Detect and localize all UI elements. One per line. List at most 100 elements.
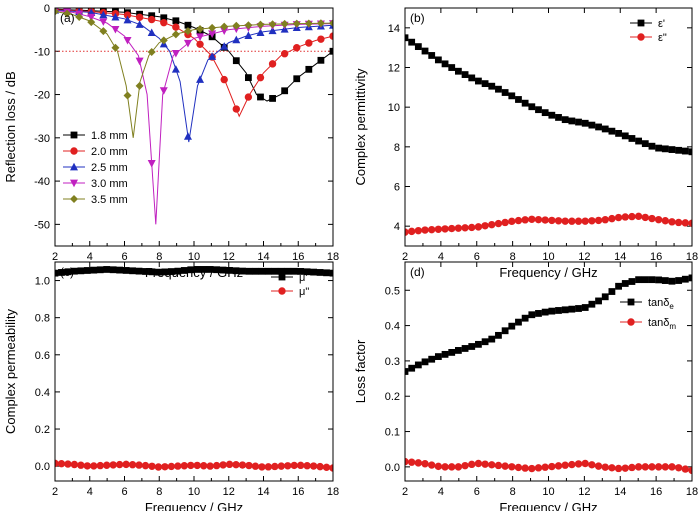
data-point xyxy=(167,268,175,275)
data-point xyxy=(554,462,563,470)
data-point xyxy=(528,103,536,111)
data-point xyxy=(116,266,124,274)
data-point xyxy=(675,146,683,154)
data-point xyxy=(199,462,208,470)
data-point xyxy=(147,48,156,57)
legend-label: μ' xyxy=(299,272,307,284)
y-tick-label: 1.0 xyxy=(35,276,50,288)
data-point xyxy=(634,212,643,221)
data-point xyxy=(468,460,476,469)
data-point xyxy=(501,462,509,470)
legend-marker xyxy=(627,298,635,306)
series-0 xyxy=(405,274,692,375)
data-point xyxy=(148,462,156,471)
y-tick-label: -20 xyxy=(34,90,50,102)
data-point xyxy=(147,15,156,24)
y-tick-label: 0.4 xyxy=(35,387,50,399)
y-axis-label: Reflection loss / dB xyxy=(3,71,18,182)
data-point xyxy=(461,224,469,232)
data-point xyxy=(668,146,676,153)
data-point xyxy=(434,56,442,64)
data-point xyxy=(621,280,629,287)
data-point xyxy=(528,215,536,223)
data-point xyxy=(574,217,583,225)
legend-marker xyxy=(70,162,78,171)
data-point xyxy=(123,36,132,45)
data-point xyxy=(488,461,496,469)
legend-label: ε' xyxy=(658,18,665,30)
data-point xyxy=(77,267,85,275)
data-point xyxy=(461,71,469,78)
legend: ε' ε" xyxy=(630,18,667,44)
data-point xyxy=(171,30,180,39)
data-point xyxy=(548,111,556,119)
legend-label: 2.0 mm xyxy=(91,146,128,158)
data-point xyxy=(154,463,163,471)
data-point xyxy=(448,224,456,233)
data-point xyxy=(323,269,330,277)
plot-frame xyxy=(54,7,334,247)
data-point xyxy=(83,462,92,470)
data-point xyxy=(608,127,616,135)
x-tick-label: 8 xyxy=(156,251,162,263)
data-point xyxy=(183,39,192,48)
data-point xyxy=(297,268,305,275)
series-1 xyxy=(55,8,333,118)
data-point xyxy=(232,21,241,30)
data-point xyxy=(256,20,265,29)
data-point xyxy=(535,106,542,114)
x-tick-label: 6 xyxy=(474,486,480,498)
y-axis-label: Loss factor xyxy=(353,339,368,403)
data-point xyxy=(212,461,221,470)
x-tick-label: 4 xyxy=(438,251,444,263)
data-point xyxy=(681,147,689,155)
data-point xyxy=(280,19,289,28)
data-point xyxy=(256,73,265,82)
data-point xyxy=(688,148,692,156)
data-point xyxy=(206,266,214,273)
series-0 xyxy=(55,8,333,102)
data-point xyxy=(541,308,549,316)
data-point xyxy=(135,20,144,28)
legend-label: tanδm xyxy=(648,317,676,331)
data-point xyxy=(99,18,108,26)
data-point xyxy=(284,267,292,275)
data-point xyxy=(316,269,324,276)
data-point xyxy=(588,461,596,469)
panel-a: 246810121416180-10-20-30-40-50Frequency … xyxy=(3,3,339,280)
data-point xyxy=(501,89,509,96)
data-point xyxy=(514,463,523,472)
data-point xyxy=(675,277,683,284)
data-point xyxy=(174,462,182,470)
data-point xyxy=(232,105,241,113)
data-point xyxy=(588,217,596,225)
data-point xyxy=(238,461,247,469)
data-point xyxy=(588,300,596,308)
panel-label: (c) xyxy=(60,265,74,279)
data-point xyxy=(122,267,130,274)
data-point xyxy=(481,80,489,88)
data-point xyxy=(277,267,285,275)
legend-label: ε" xyxy=(658,32,667,44)
data-point xyxy=(441,60,449,68)
data-point xyxy=(329,32,333,40)
data-point xyxy=(292,19,301,28)
data-point xyxy=(548,307,556,315)
legend-subscript: m xyxy=(669,322,676,331)
series-0 xyxy=(405,34,692,156)
panel-c: 2 4 6 8 10 12 14 16 18 0.0 0.2 0.4 0.6 0.8 1.0 Frequenc… xyxy=(3,261,339,511)
y-tick-label: 0.3 xyxy=(385,356,400,368)
data-point xyxy=(608,288,616,295)
data-point xyxy=(232,460,240,469)
data-point xyxy=(303,268,311,276)
data-point xyxy=(109,461,117,469)
data-point xyxy=(508,463,516,471)
data-point xyxy=(167,462,176,471)
data-point xyxy=(468,74,476,82)
data-point xyxy=(674,464,683,472)
data-point xyxy=(468,223,476,232)
data-point xyxy=(135,461,143,469)
y-tick-label: 0.8 xyxy=(35,313,50,325)
data-point xyxy=(635,276,643,284)
legend-marker xyxy=(70,147,78,155)
